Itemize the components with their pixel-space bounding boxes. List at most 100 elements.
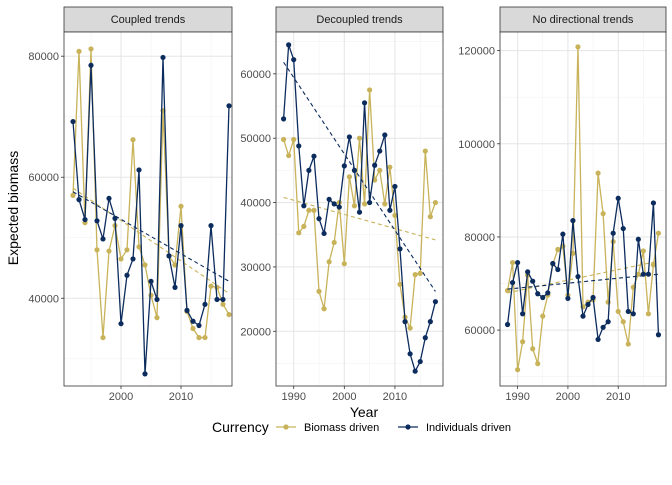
facet-strip xyxy=(63,6,233,33)
data-point-individuals xyxy=(76,197,82,203)
y-tick-label: 60000 xyxy=(28,172,59,184)
trend-line-individuals xyxy=(283,61,436,292)
data-point-biomass xyxy=(620,319,626,325)
data-point-biomass xyxy=(555,246,561,253)
data-point-individuals xyxy=(407,351,413,357)
data-point-biomass xyxy=(306,207,312,213)
data-point-individuals xyxy=(196,322,202,329)
data-point-individuals xyxy=(509,279,516,286)
data-point-biomass xyxy=(208,283,214,289)
data-point-individuals xyxy=(70,118,76,125)
facet-title: Coupled trends xyxy=(111,14,186,26)
data-point-biomass xyxy=(70,192,76,198)
data-point-individuals xyxy=(88,62,94,68)
data-point-individuals xyxy=(160,54,166,61)
data-point-individuals xyxy=(356,209,363,215)
data-point-biomass xyxy=(367,87,373,93)
panel-3: No directional trends 1990 2000 2010 60000 80… xyxy=(458,6,667,403)
y-tick-label: 30000 xyxy=(240,262,271,274)
series-individuals xyxy=(280,42,439,374)
data-point-biomass xyxy=(356,135,363,141)
data-point-individuals xyxy=(326,196,332,202)
data-point-biomass xyxy=(202,334,208,341)
data-point-biomass xyxy=(341,261,347,267)
data-point-individuals xyxy=(377,148,383,154)
data-point-individuals xyxy=(504,321,511,328)
data-point-biomass xyxy=(397,281,403,287)
data-point-individuals xyxy=(346,134,352,140)
data-point-biomass xyxy=(296,230,302,236)
x-tick-label: 2010 xyxy=(169,391,193,403)
data-point-individuals xyxy=(387,207,393,213)
data-point-biomass xyxy=(351,203,358,209)
data-point-individuals xyxy=(148,278,154,284)
y-tick-label: 40000 xyxy=(240,198,271,210)
data-point-individuals xyxy=(184,307,190,313)
data-point-individuals xyxy=(372,162,378,168)
data-point-biomass xyxy=(190,325,196,332)
data-point-individuals xyxy=(417,358,423,365)
facet-strip xyxy=(499,6,667,33)
data-point-individuals xyxy=(635,236,641,242)
y-tick-label: 80000 xyxy=(28,51,59,63)
data-point-biomass xyxy=(520,339,526,345)
data-point-biomass xyxy=(88,46,94,52)
data-point-individuals xyxy=(226,103,232,109)
data-point-individuals xyxy=(610,230,616,236)
data-point-individuals xyxy=(351,167,358,173)
data-point-individuals xyxy=(100,236,106,242)
x-axis-title: Year xyxy=(350,404,379,420)
data-point-biomass xyxy=(530,346,536,352)
data-point-individuals xyxy=(595,336,601,343)
data-point-individuals xyxy=(361,100,368,106)
data-point-biomass xyxy=(291,136,297,143)
data-point-individuals xyxy=(82,216,88,223)
data-point-individuals xyxy=(214,296,220,303)
trend-line-individuals xyxy=(72,191,230,282)
data-point-individuals xyxy=(580,313,586,319)
series-biomass xyxy=(504,44,662,373)
data-point-individuals xyxy=(94,218,100,224)
data-point-individuals xyxy=(432,299,439,305)
data-point-individuals xyxy=(570,218,576,224)
data-point-biomass xyxy=(392,212,398,219)
data-point-individuals xyxy=(190,318,196,324)
legend-item-biomass: Biomass driven xyxy=(276,422,379,434)
legend-item-individuals: Individuals driven xyxy=(398,422,511,434)
legend-label: Biomass driven xyxy=(304,422,379,434)
y-tick-label: 80000 xyxy=(464,232,495,244)
data-point-individuals xyxy=(336,204,342,210)
trend-line-biomass xyxy=(72,187,230,294)
data-point-individuals xyxy=(178,223,184,229)
data-point-individuals xyxy=(392,183,398,190)
x-tick-label: 2010 xyxy=(383,391,407,403)
data-point-biomass xyxy=(382,201,388,207)
data-point-individuals xyxy=(341,163,347,169)
data-point-individuals xyxy=(280,116,287,122)
x-tick-label: 2000 xyxy=(109,391,133,403)
data-point-biomass xyxy=(595,170,601,176)
data-point-biomass xyxy=(346,174,352,180)
data-point-biomass xyxy=(540,313,546,319)
x-tick-label: 2000 xyxy=(332,391,356,403)
data-point-individuals xyxy=(590,294,596,301)
data-point-individuals xyxy=(600,324,606,330)
x-tick-label: 1990 xyxy=(281,391,305,403)
data-point-individuals xyxy=(650,200,657,206)
data-point-individuals xyxy=(154,296,160,303)
data-point-individuals xyxy=(112,215,118,221)
series-individuals xyxy=(70,54,232,377)
data-point-biomass xyxy=(136,244,142,250)
data-point-individuals xyxy=(311,153,317,159)
data-point-biomass xyxy=(515,367,521,373)
plot-area xyxy=(500,32,666,386)
data-point-biomass xyxy=(640,248,646,254)
data-point-individuals xyxy=(142,371,148,377)
panel-border xyxy=(275,31,444,387)
data-point-biomass xyxy=(154,315,160,321)
data-point-biomass xyxy=(280,136,287,143)
y-tick-label: 50000 xyxy=(240,133,271,145)
data-point-individuals xyxy=(655,332,662,338)
data-point-individuals xyxy=(118,321,124,327)
